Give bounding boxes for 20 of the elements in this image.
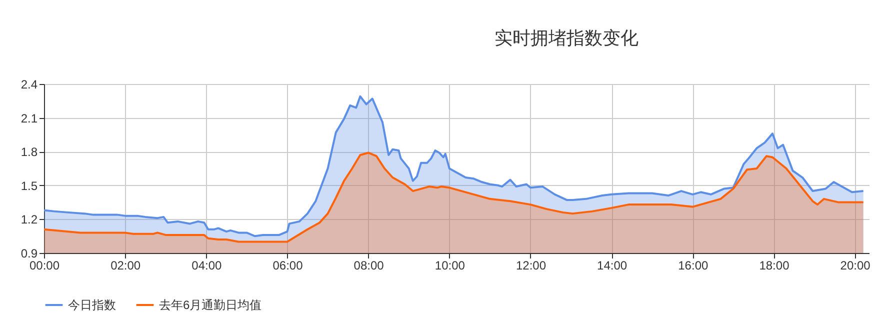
x-tick-label: 16:00 [678,258,708,272]
y-tick-label: 1.8 [20,145,38,160]
y-tick-label: 2.1 [20,111,38,126]
x-tick-label: 00:00 [29,258,60,272]
y-tick-label: 1.2 [20,212,38,227]
chart-title: 实时拥堵指数变化 [494,28,638,48]
legend-label: 今日指数 [68,298,116,312]
x-tick-label: 20:00 [840,258,871,272]
x-tick-label: 08:00 [354,258,384,272]
x-tick-label: 04:00 [192,258,222,272]
x-tick-label: 14:00 [597,258,628,272]
y-tick-label: 0.9 [20,246,38,260]
x-tick-label: 10:00 [434,258,466,272]
x-tick-label: 12:00 [516,258,546,272]
y-tick-label: 2.4 [20,78,38,92]
x-tick-label: 02:00 [110,258,141,272]
y-tick-label: 1.5 [20,178,38,193]
x-tick-label: 18:00 [759,258,790,272]
x-tick-label: 06:00 [272,258,304,272]
legend-label: 去年6月通勤日均值 [159,298,262,312]
